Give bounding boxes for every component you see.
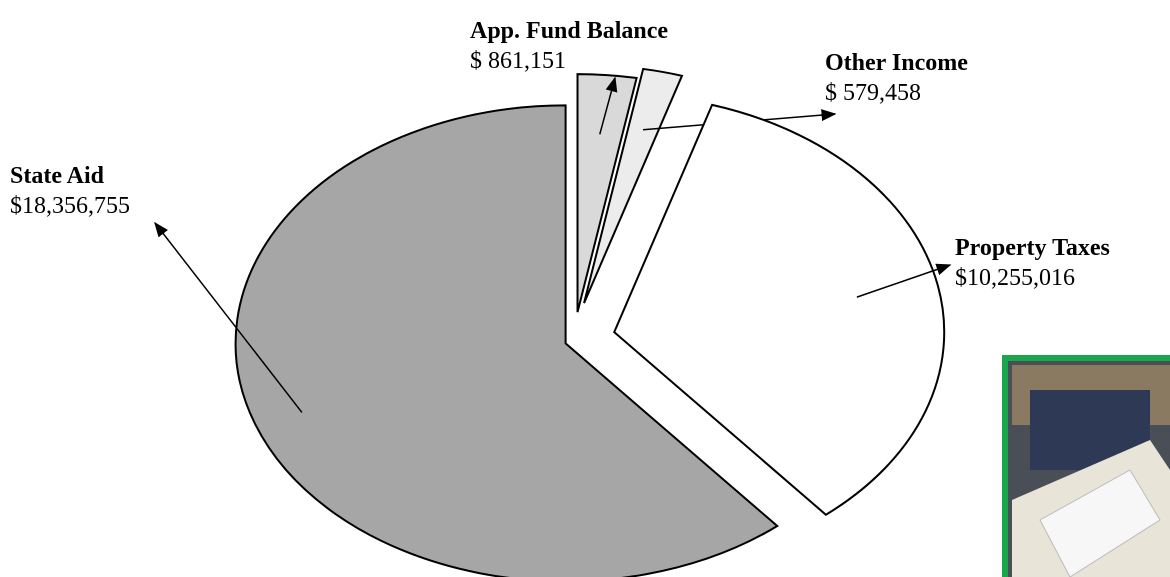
- chart: App. Fund Balance $ 861,151 Other Income $ …: [0, 0, 1170, 577]
- slice-value: $ 861,151: [470, 48, 566, 74]
- photo-inset: [1005, 358, 1170, 577]
- slice-name: State Aid: [10, 163, 105, 189]
- slice-value: $18,356,755: [10, 193, 130, 219]
- slice-value: $ 579,458: [825, 80, 921, 106]
- slice-name: Property Taxes: [955, 235, 1110, 261]
- slice-value: $10,255,016: [955, 265, 1075, 291]
- slice-name: Other Income: [825, 50, 968, 76]
- slice-name: App. Fund Balance: [470, 18, 668, 44]
